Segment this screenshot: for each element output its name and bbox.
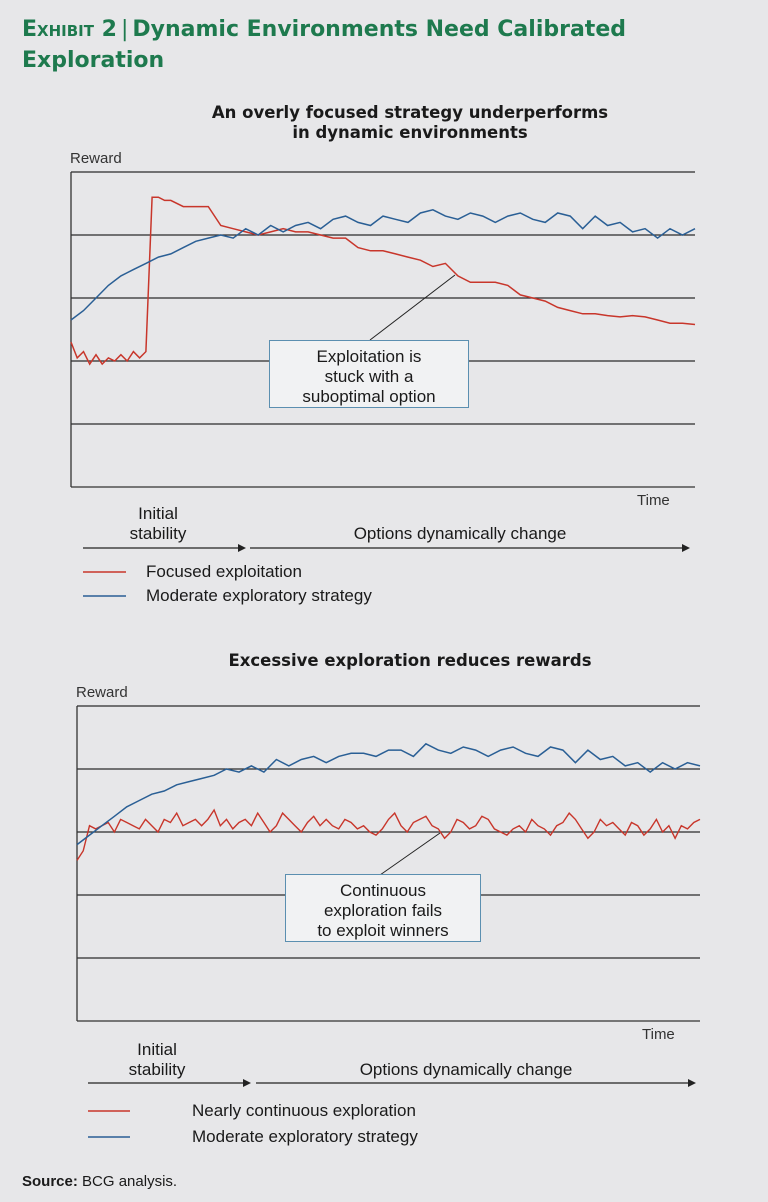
chart2-phase2-arrowhead: [688, 1079, 696, 1087]
chart1-annotation-line2: stuck with a: [324, 367, 414, 386]
chart1-title-line2: in dynamic environments: [292, 123, 528, 142]
chart1-annotation-line3: suboptimal option: [302, 387, 436, 406]
chart2-title: Excessive exploration reduces rewards: [228, 651, 592, 670]
chart1-legend-focused: Focused exploitation: [146, 562, 302, 581]
chart2-xlabel: Time: [642, 1026, 675, 1043]
source-label: Source:: [22, 1173, 78, 1190]
chart1-xlabel: Time: [637, 492, 670, 509]
chart1-ylabel: Reward: [70, 150, 122, 167]
exhibit-title: Exhibit 2 | Dynamic Environments Need Cali…: [22, 14, 742, 76]
chart2-phase1-arrowhead: [243, 1079, 251, 1087]
chart2-callout-leader: [379, 832, 441, 876]
chart2-legend-moderate: Moderate exploratory strategy: [192, 1127, 418, 1146]
chart1-annotation-line1: Exploitation is: [316, 347, 422, 366]
exhibit-label: Exhibit 2: [22, 17, 117, 42]
title-separator: |: [120, 17, 129, 42]
chart1-annotation-box: Exploitation is stuck with a suboptimal …: [269, 340, 469, 408]
chart1-title-line1: An overly focused strategy underperforms: [211, 103, 609, 122]
chart2-ylabel: Reward: [76, 684, 128, 701]
chart1-phase-initial-line2: stability: [129, 524, 187, 543]
chart2-phase-dynamic: Options dynamically change: [359, 1060, 573, 1079]
chart2-line-moderate-exploratory: [76, 742, 701, 846]
source-text: BCG analysis.: [82, 1173, 178, 1190]
chart1-line-moderate-exploratory: [70, 209, 696, 321]
chart2-phase-initial-line1: Initial: [137, 1040, 177, 1059]
chart1-phase-initial: Initial stability: [83, 504, 233, 544]
chart1-phase-dynamic: Options dynamically change: [353, 524, 567, 543]
chart1-phase2-arrowhead: [682, 544, 690, 552]
chart2-phase-initial: Initial stability: [82, 1040, 232, 1080]
chart1-phase1-arrowhead: [238, 544, 246, 552]
chart1-callout-leader: [369, 274, 456, 341]
chart2-annotation-line1: Continuous: [339, 881, 426, 900]
chart2-annotation-line2: exploration fails: [323, 901, 443, 920]
chart2-line-continuous-exploration: [76, 808, 701, 861]
source-note: Source: BCG analysis.: [22, 1173, 177, 1190]
chart2-legend-continuous: Nearly continuous exploration: [192, 1101, 416, 1120]
chart1-phase-initial-line1: Initial: [138, 504, 178, 523]
chart2-phase-initial-line2: stability: [128, 1060, 186, 1079]
chart1-title: An overly focused strategy underperforms…: [60, 103, 760, 143]
chart1-line-focused-exploitation: [70, 196, 696, 366]
exhibit-title-text: Dynamic Environments Need Calibrated Exp…: [22, 17, 626, 73]
chart1-legend-moderate: Moderate exploratory strategy: [146, 586, 372, 605]
chart2-annotation-line3: to exploit winners: [317, 921, 449, 940]
chart2-annotation-box: Continuous exploration fails to exploit …: [285, 874, 481, 942]
